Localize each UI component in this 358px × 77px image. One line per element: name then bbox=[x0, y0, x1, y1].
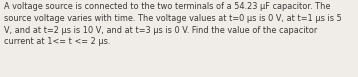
Text: A voltage source is connected to the two terminals of a 54.23 μF capacitor. The
: A voltage source is connected to the two… bbox=[4, 2, 342, 46]
